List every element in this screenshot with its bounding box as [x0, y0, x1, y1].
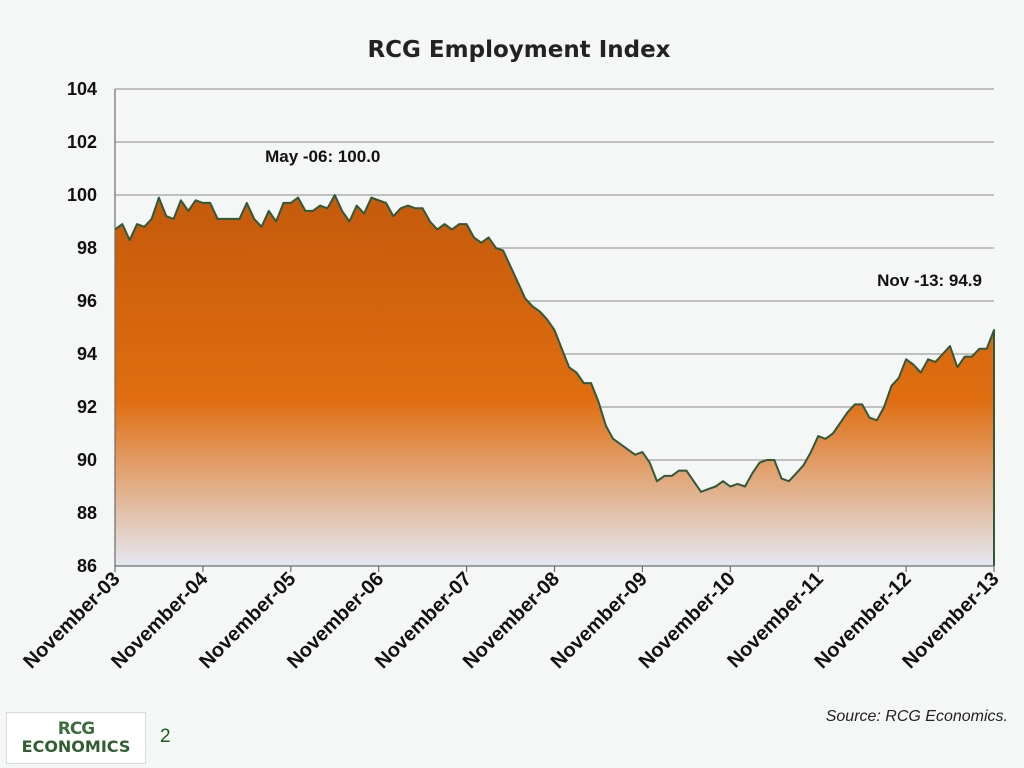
y-tick-label: 86: [77, 556, 97, 576]
y-tick-label: 94: [77, 344, 97, 364]
y-tick-label: 92: [77, 397, 97, 417]
page-number: 2: [160, 726, 171, 747]
annotations: May -06: 100.0 Nov -13: 94.9: [265, 147, 982, 290]
chart-title: RCG Employment Index: [367, 37, 670, 63]
x-axis-ticks: November-03November-04November-05Novembe…: [19, 567, 1003, 673]
y-axis-ticks: 86 88 90 92 94 96 98 100 102 104: [67, 79, 97, 576]
area-fill: [115, 195, 994, 566]
y-tick-label: 96: [77, 291, 97, 311]
y-tick-label: 90: [77, 450, 97, 470]
logo-bottom-text: ECONOMICS: [21, 737, 131, 756]
annotation-label: May -06: 100.0: [265, 147, 380, 166]
data-area: [114, 194, 995, 566]
axes: [114, 89, 995, 572]
source-note: Source: RCG Economics.: [825, 708, 1008, 725]
y-tick-label: 104: [67, 79, 97, 99]
logo-top-text: RCG: [57, 719, 96, 739]
rcg-economics-logo: RCG ECONOMICS: [6, 712, 146, 764]
annotation-label: Nov -13: 94.9: [877, 271, 982, 290]
y-tick-label: 102: [67, 132, 97, 152]
y-tick-label: 98: [77, 238, 97, 258]
series-line: [114, 194, 995, 566]
employment-index-chart: RCG Employment Index 86 88 90 92 94 96 98 100 10…: [19, 37, 1003, 673]
y-tick-label: 100: [67, 185, 97, 205]
y-tick-label: 88: [77, 503, 97, 523]
